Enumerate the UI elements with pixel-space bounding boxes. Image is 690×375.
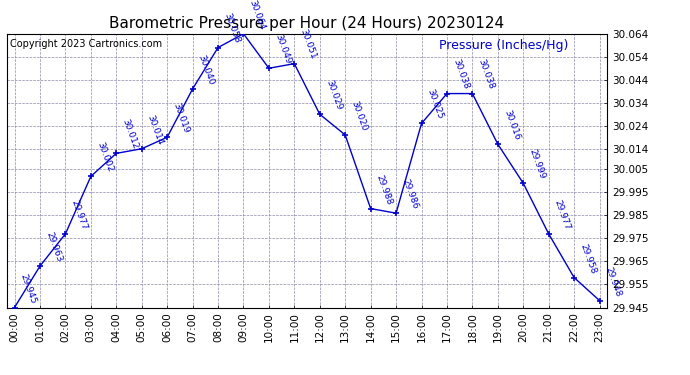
Text: 30.064: 30.064 [248, 0, 267, 31]
Text: 30.002: 30.002 [95, 141, 115, 174]
Text: 29.963: 29.963 [44, 231, 63, 263]
Text: 30.038: 30.038 [477, 58, 496, 91]
Text: 30.040: 30.040 [197, 54, 216, 86]
Text: 29.948: 29.948 [604, 265, 623, 298]
Text: 29.999: 29.999 [527, 148, 546, 180]
Text: Copyright 2023 Cartronics.com: Copyright 2023 Cartronics.com [10, 39, 162, 49]
Text: Pressure (Inches/Hg): Pressure (Inches/Hg) [439, 39, 569, 52]
Text: 30.049: 30.049 [273, 33, 293, 66]
Text: 30.014: 30.014 [146, 113, 165, 146]
Text: 30.016: 30.016 [502, 109, 521, 141]
Text: 29.977: 29.977 [553, 198, 572, 231]
Text: 29.986: 29.986 [400, 178, 420, 210]
Text: 29.988: 29.988 [375, 173, 394, 206]
Text: 30.058: 30.058 [222, 12, 242, 45]
Text: 29.977: 29.977 [70, 198, 89, 231]
Title: Barometric Pressure per Hour (24 Hours) 20230124: Barometric Pressure per Hour (24 Hours) … [110, 16, 504, 31]
Text: 30.029: 30.029 [324, 79, 343, 111]
Text: 30.025: 30.025 [426, 88, 445, 121]
Text: 30.038: 30.038 [451, 58, 471, 91]
Text: 29.945: 29.945 [19, 272, 38, 305]
Text: 30.019: 30.019 [171, 102, 190, 135]
Text: 30.012: 30.012 [121, 118, 139, 151]
Text: 30.051: 30.051 [299, 28, 318, 61]
Text: 29.958: 29.958 [578, 242, 598, 275]
Text: 30.020: 30.020 [349, 99, 368, 132]
